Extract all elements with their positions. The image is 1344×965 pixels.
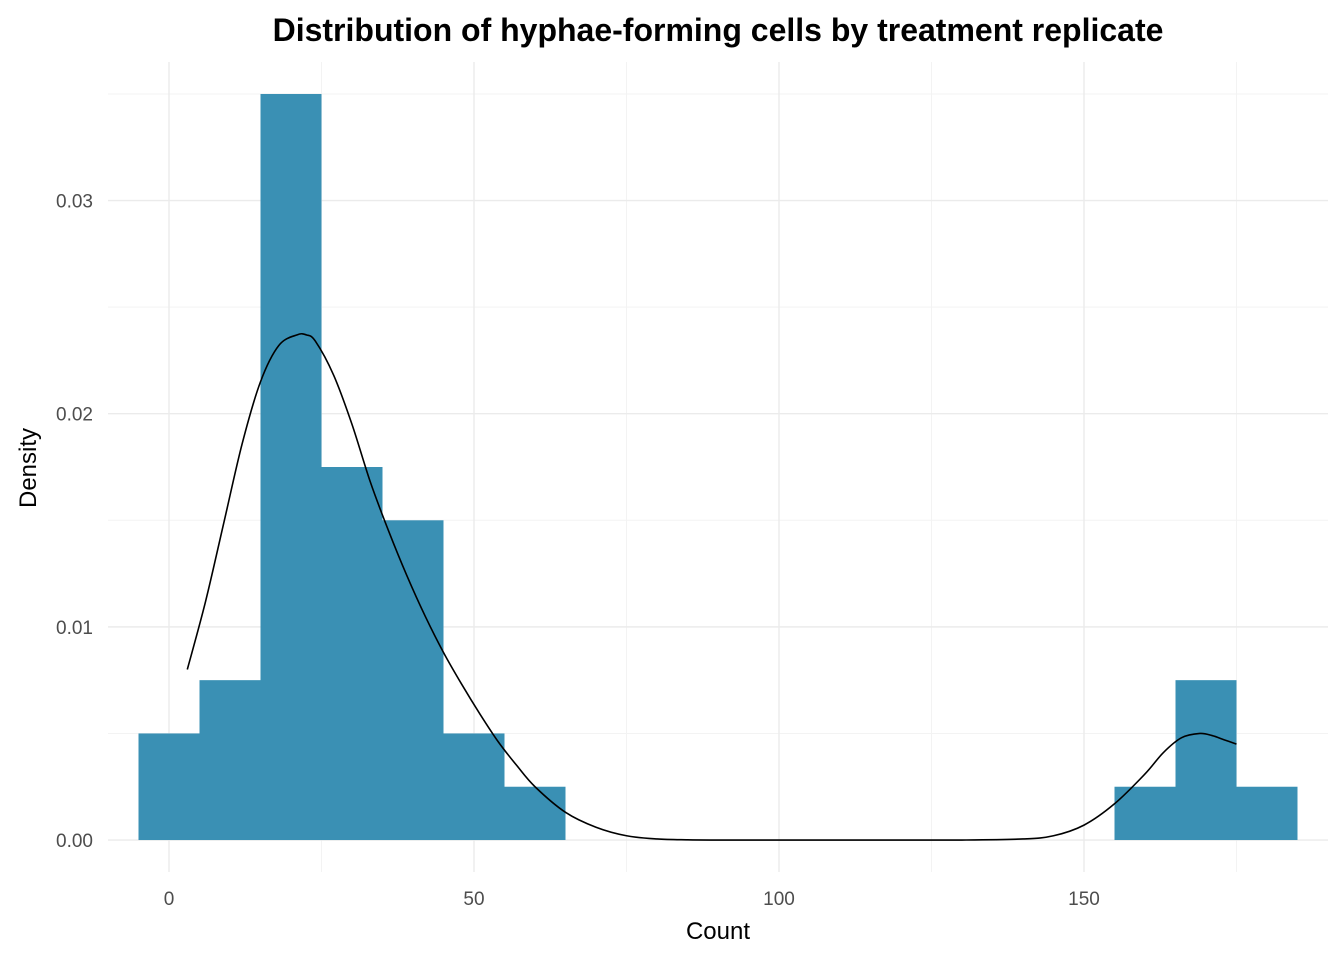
tick-labels-layer: 0 50 100 150 0.00 0.01 0.02 0.03 <box>56 192 1100 910</box>
y-tick-label: 0.01 <box>56 618 93 639</box>
y-tick-label: 0.00 <box>56 831 93 852</box>
bars-layer <box>138 93 1298 841</box>
y-tick-label: 0.02 <box>56 405 93 426</box>
histogram-bar <box>443 733 505 841</box>
histogram-bar <box>1236 786 1298 841</box>
density-curve <box>186 332 1237 841</box>
histogram-bar <box>199 680 261 841</box>
histogram-bar <box>321 467 383 841</box>
y-tick-label: 0.03 <box>56 192 93 213</box>
x-axis-title: Count <box>686 918 750 945</box>
histogram-bar <box>138 733 200 841</box>
chart-title: Distribution of hyphae-forming cells by … <box>273 12 1164 48</box>
x-tick-label: 50 <box>463 889 484 910</box>
histogram-bar <box>504 786 566 841</box>
histogram-bar <box>260 93 322 841</box>
x-tick-label: 150 <box>1068 889 1100 910</box>
histogram-bar <box>382 520 444 841</box>
density-line-layer <box>186 332 1237 841</box>
x-tick-label: 0 <box>164 889 175 910</box>
histogram-bar <box>1175 680 1237 841</box>
x-tick-label: 100 <box>763 889 795 910</box>
y-axis-title: Density <box>15 428 42 508</box>
